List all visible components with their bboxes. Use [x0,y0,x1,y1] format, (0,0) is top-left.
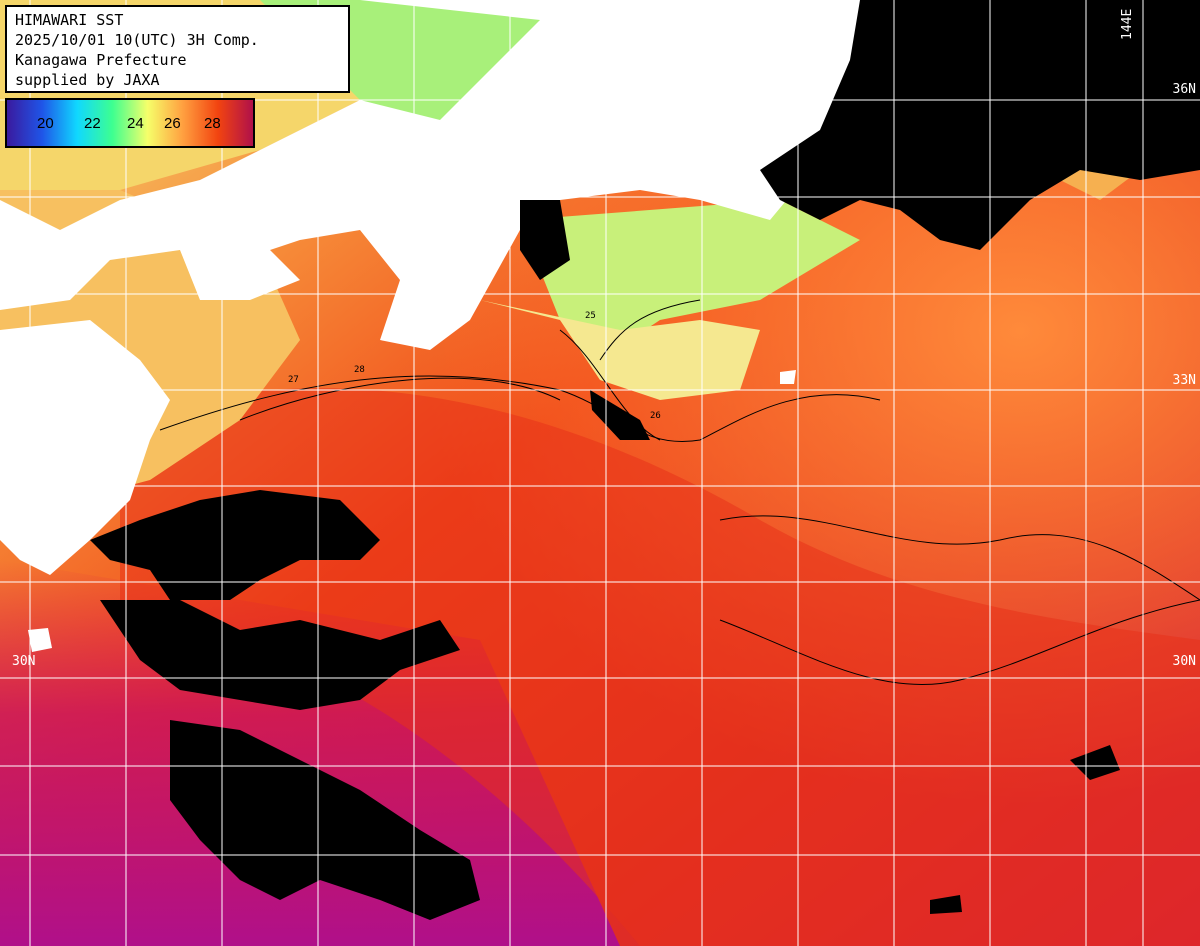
lat-label-30n-left: 30N [12,654,36,669]
contour-28-east [719,515,1200,601]
title-satellite: HIMAWARI SST [15,11,124,29]
legend-tick-22: 22 [84,115,101,132]
cloud-south-small [930,895,962,914]
cloud-east-small [1070,745,1120,780]
sea-red-core [120,388,1200,946]
legend-tick-26: 26 [164,115,181,132]
legend-tick-20: 20 [37,115,54,132]
contour-label-28: 28 [354,365,365,375]
temperature-legend: 20 22 24 26 28 [5,98,255,148]
contour-label-25: 25 [585,311,596,321]
lat-label-33n: 33N [1172,373,1196,388]
contour-26 [559,329,661,441]
lon-label-144e: 144E [1120,8,1135,40]
legend-labels: 20 22 24 26 28 [7,100,253,146]
cloud-west-1 [90,490,380,600]
contour-28-north [239,377,561,421]
land-izu-island [780,370,796,384]
title-source: supplied by JAXA [15,71,160,89]
title-region: Kanagawa Prefecture [15,51,187,69]
sea-bay-green [520,200,860,360]
land-shikoku [180,240,300,300]
contour-25 [599,299,701,361]
cloud-west-2 [100,600,460,710]
cloud-southwest [170,720,480,920]
contour-28-south [719,599,1200,686]
legend-color-bar [7,100,253,146]
title-timestamp: 2025/10/01 10(UTC) 3H Comp. [15,31,259,49]
legend-tick-28: 28 [204,115,221,132]
map-title-box: HIMAWARI SST 2025/10/01 10(UTC) 3H Comp.… [5,5,350,93]
lat-label-36n: 36N [1172,82,1196,97]
land-island-south [28,628,52,652]
cloud-northeast [760,0,1200,250]
contour-27 [159,375,881,442]
legend-tick-24: 24 [127,115,144,132]
land-kyushu [0,320,170,575]
cloud-coast [590,390,650,440]
sea-bay-yellow [480,300,760,400]
cloud-bay [520,200,570,280]
land-honshu [0,0,860,350]
contour-label-26: 26 [650,411,661,421]
lat-label-30n-right: 30N [1172,654,1196,669]
contour-label-27: 27 [288,375,299,385]
